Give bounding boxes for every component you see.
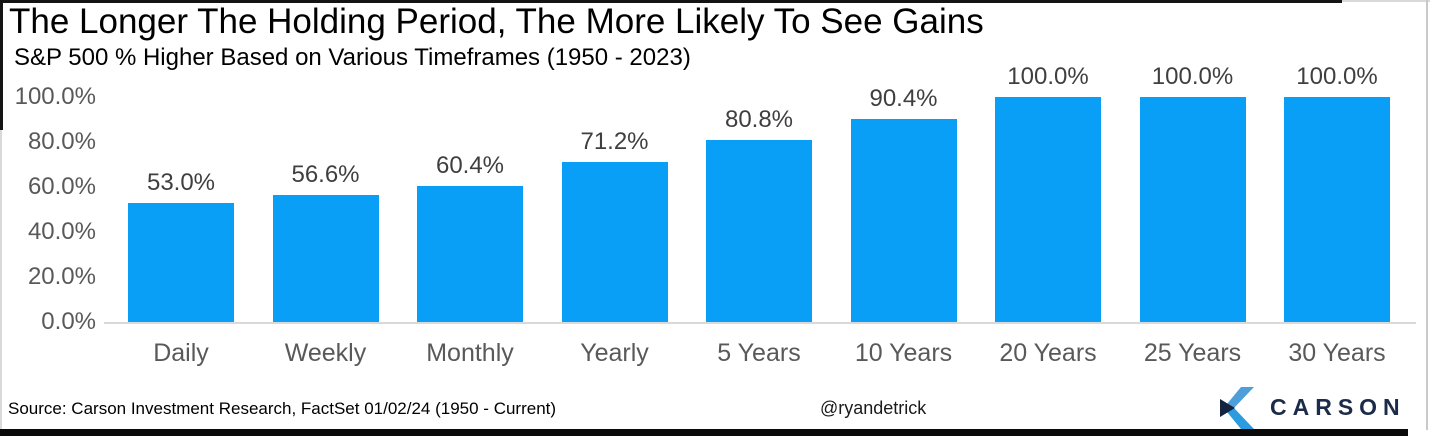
twitter-handle: @ryandetrick — [820, 398, 927, 418]
bar-value-label: 100.0% — [1296, 63, 1378, 90]
bar — [706, 140, 812, 322]
bar — [128, 202, 234, 322]
bar-value-label: 80.8% — [724, 106, 794, 134]
bar — [850, 118, 957, 322]
y-tick-label: 0.0% — [41, 308, 96, 335]
carson-logo: CARSON — [1218, 387, 1428, 431]
category-label: Yearly — [580, 339, 649, 367]
category-label: 10 Years — [854, 339, 953, 367]
bar — [417, 186, 523, 322]
bar-value-label: 56.6% — [291, 160, 360, 188]
bar-value-label: 60.4% — [435, 152, 505, 180]
chart-title: The Longer The Holding Period, The More … — [9, 2, 984, 41]
border-bottom-bar — [0, 429, 1408, 436]
bar — [561, 161, 668, 322]
bar-value-label: 90.4% — [869, 84, 938, 112]
bar-value-label: 100.0% — [1151, 63, 1234, 90]
carson-chevron-icon — [1220, 387, 1254, 429]
category-label: 30 Years — [1288, 339, 1386, 367]
border-top — [0, 0, 1342, 3]
bar-value-label: 53.0% — [146, 168, 216, 196]
y-tick-label: 60.0% — [27, 173, 96, 200]
x-axis-baseline — [104, 322, 1416, 324]
source-note: Source: Carson Investment Research, Fact… — [8, 399, 557, 418]
y-tick-label: 80.0% — [27, 128, 96, 155]
category-label: 25 Years — [1143, 339, 1242, 367]
border-left-lower — [0, 130, 2, 430]
y-tick-label: 100.0% — [14, 83, 96, 110]
border-top-right — [1342, 0, 1430, 2]
carson-wordmark: CARSON — [1270, 394, 1406, 420]
category-label: Daily — [153, 339, 209, 367]
bar — [1284, 97, 1390, 322]
y-tick-label: 20.0% — [27, 263, 96, 290]
border-right — [1426, 0, 1428, 430]
bar-value-label: 100.0% — [1007, 63, 1089, 90]
border-left — [0, 0, 3, 130]
category-label: Monthly — [426, 339, 514, 367]
bar — [1139, 97, 1246, 322]
bar-value-label: 71.2% — [580, 127, 649, 155]
y-tick-label: 40.0% — [27, 218, 96, 245]
chart-subtitle: S&P 500 % Higher Based on Various Timefr… — [14, 44, 691, 71]
bar — [995, 97, 1101, 322]
category-label: 5 Years — [717, 339, 801, 367]
category-label: 20 Years — [999, 339, 1097, 367]
bar — [272, 194, 379, 322]
category-label: Weekly — [284, 339, 367, 367]
